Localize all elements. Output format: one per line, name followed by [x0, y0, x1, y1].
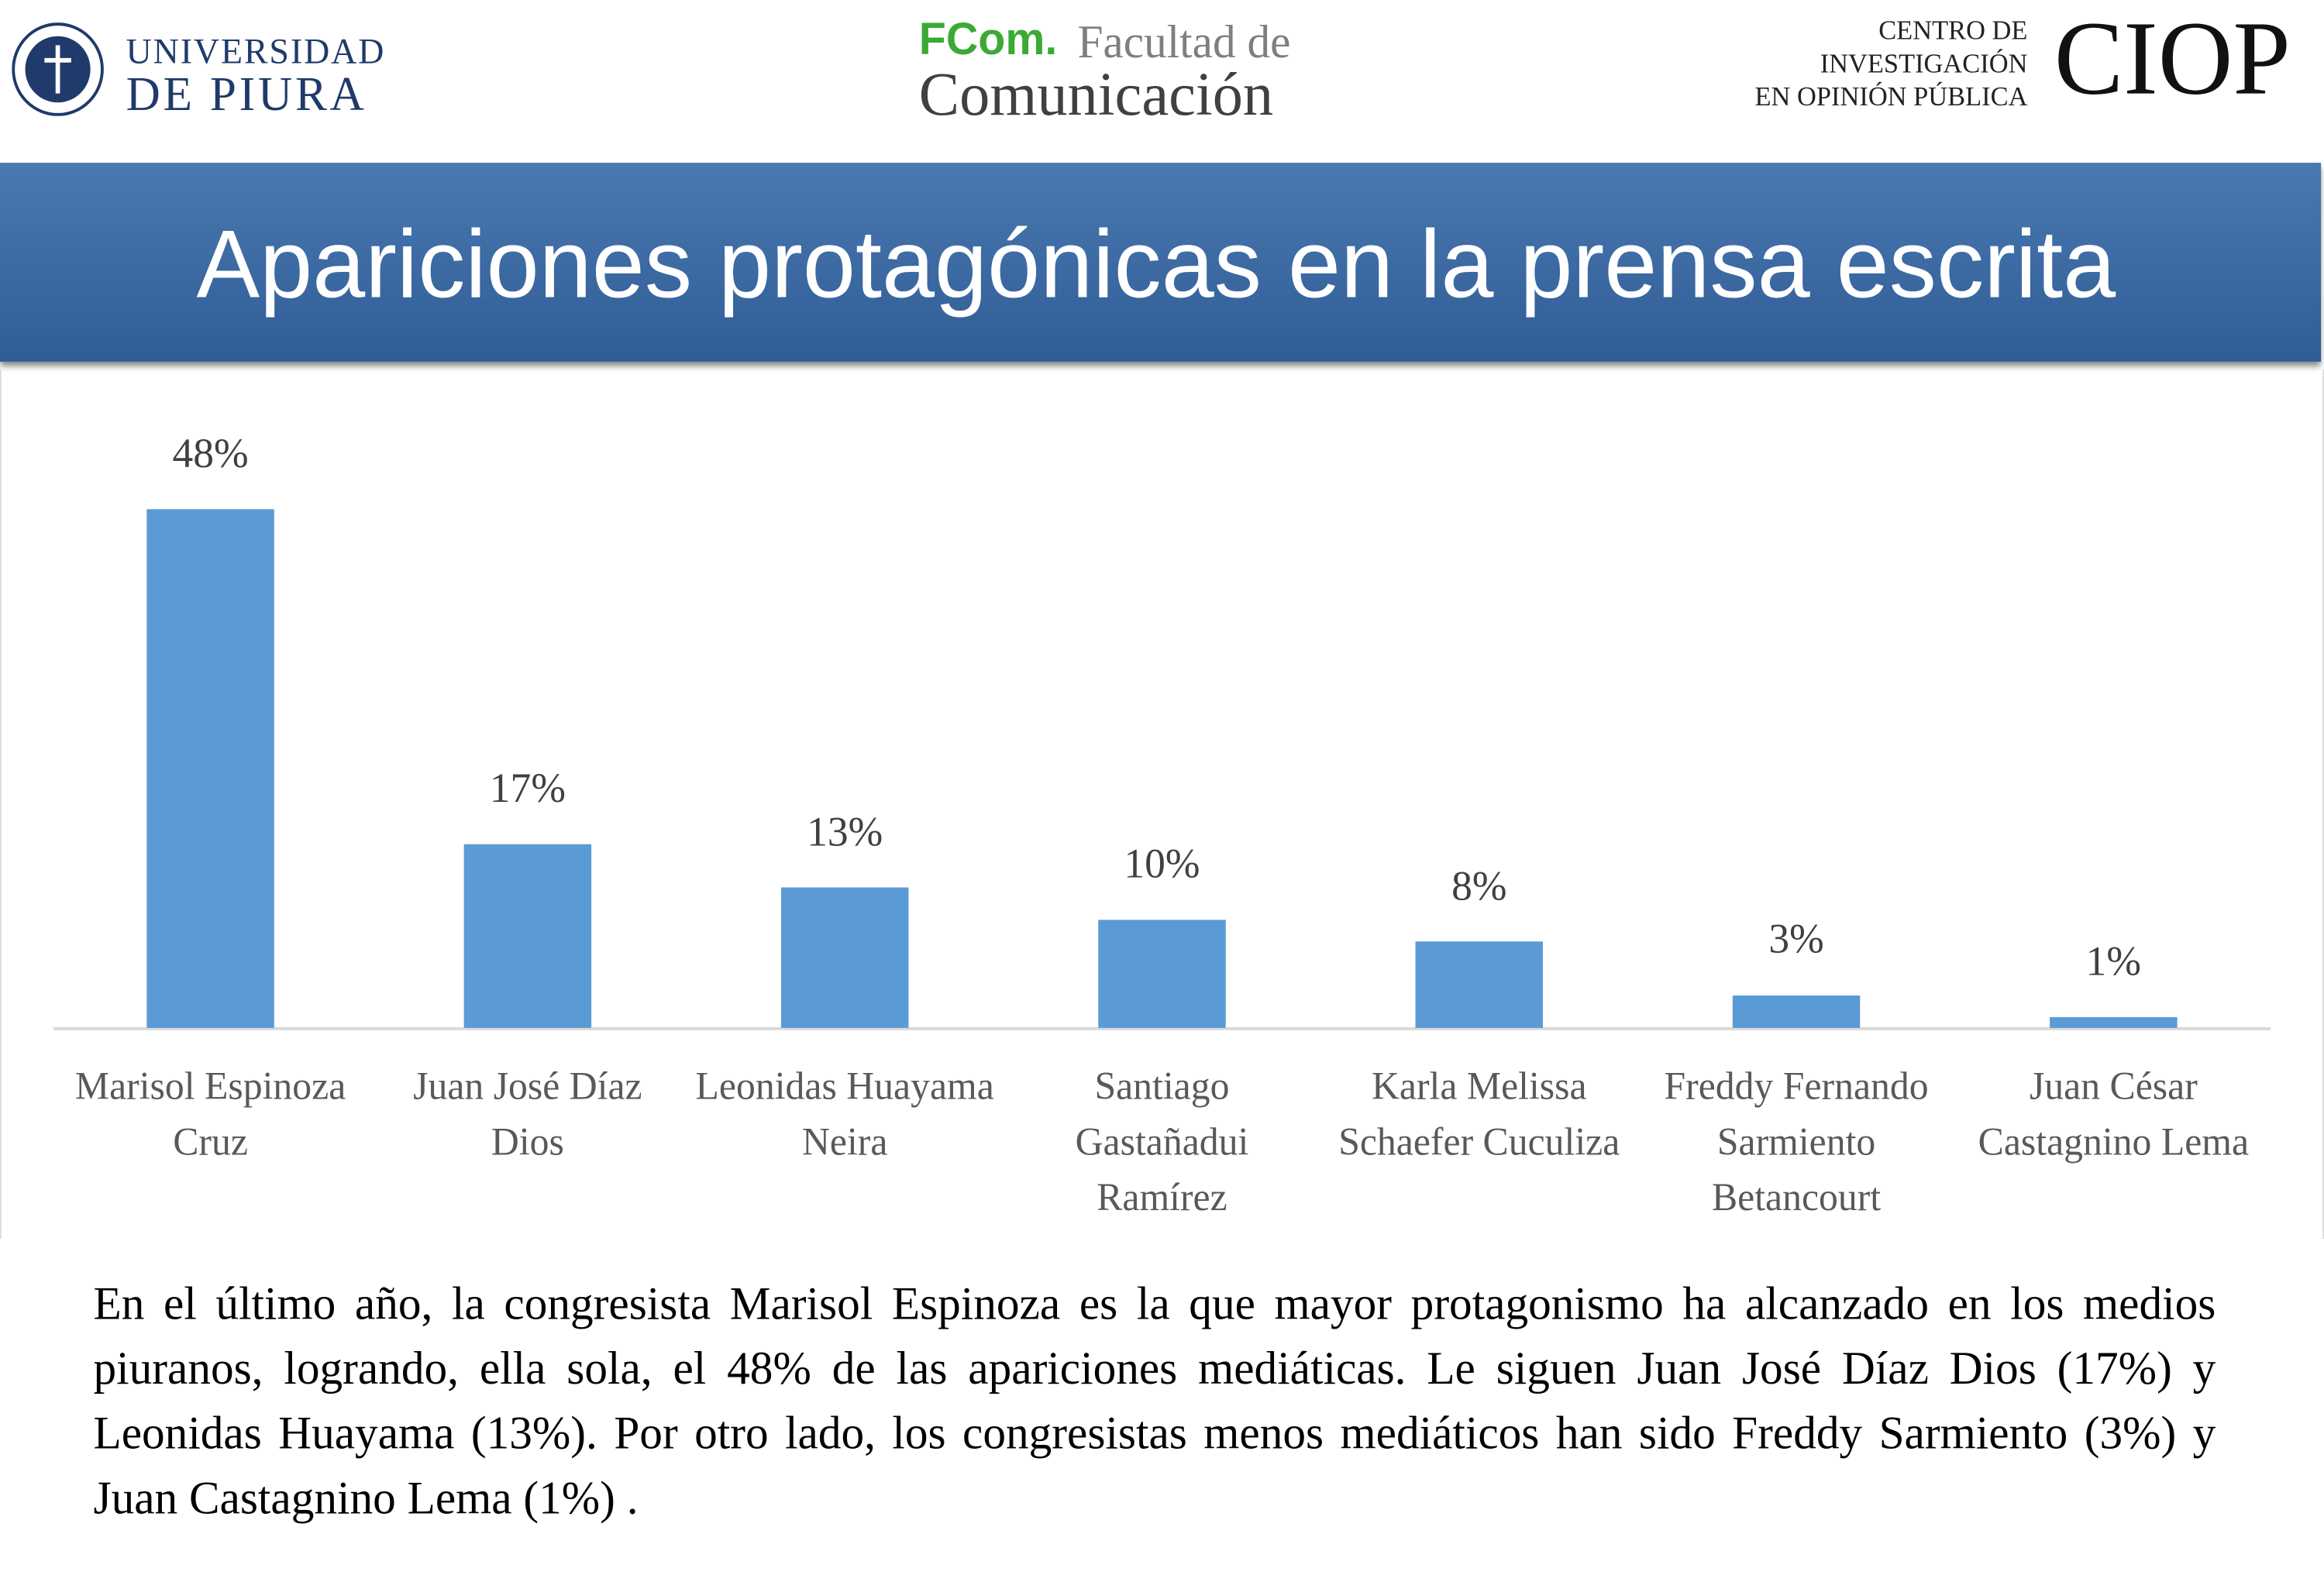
center-name: INVESTIGACIÓN: [1820, 48, 2028, 79]
x-tick-label: Juan José Díaz Dios: [413, 1064, 642, 1164]
center-brand: CIOP: [2054, 1, 2291, 118]
faculty-name: Comunicación: [918, 58, 1274, 129]
bar: [1732, 995, 1861, 1028]
x-tick-label: Marisol Espinoza Cruz: [74, 1064, 346, 1164]
bar: [1098, 920, 1226, 1028]
chart-title: Apariciones protagónicas en la prensa es…: [196, 209, 2116, 318]
value-label: 3%: [1768, 916, 1824, 965]
bar: [2050, 1016, 2178, 1028]
value-label: 8%: [1451, 863, 1507, 910]
bar: [146, 509, 274, 1028]
university-name: UNIVERSIDAD: [126, 33, 386, 73]
x-tick-label: Juan César Castagnino Lema: [1978, 1064, 2250, 1164]
value-label: 48%: [172, 431, 249, 478]
university-seal: [12, 22, 104, 116]
university-name: DE PIURA: [126, 66, 367, 121]
x-tick-label: Freddy Fernando Sarmiento Betancourt: [1664, 1064, 1929, 1219]
faculty-brand: FCom.: [918, 15, 1058, 65]
body-paragraph: En el último año, la congresista Marisol…: [93, 1276, 2216, 1524]
center-name: CENTRO DE: [1878, 15, 2028, 46]
value-label: 10%: [1124, 841, 1200, 889]
value-label: 1%: [2085, 938, 2142, 986]
bar: [463, 844, 592, 1028]
chart-frame: [0, 369, 2324, 1240]
title-band: [0, 163, 2322, 362]
value-label: 13%: [807, 809, 883, 856]
x-tick-label: Karla Melissa Schaefer Cuculiza: [1338, 1064, 1620, 1164]
center-name: EN OPINIÓN PÚBLICA: [1754, 81, 2028, 112]
x-tick-label: Santiago Gastañadui Ramírez: [1075, 1064, 1249, 1219]
faculty-name: Facultad de: [1077, 15, 1291, 68]
x-tick-label: Leonidas Huayama Neira: [695, 1064, 994, 1164]
bar: [1415, 941, 1544, 1028]
bar: [780, 887, 909, 1028]
value-label: 17%: [489, 765, 566, 813]
